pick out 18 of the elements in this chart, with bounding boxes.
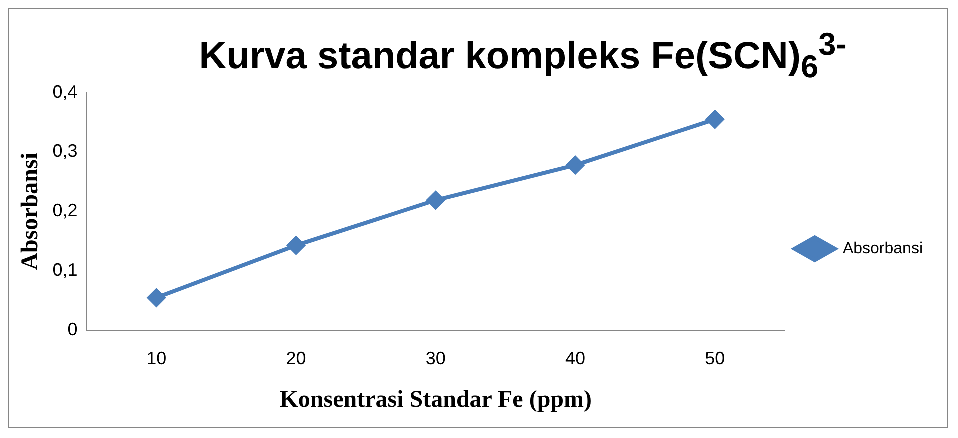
x-tick-label: 40 bbox=[566, 348, 586, 368]
point bbox=[287, 236, 306, 255]
x-tick-label: 30 bbox=[426, 348, 446, 368]
point bbox=[426, 191, 445, 210]
x-tick-label: 10 bbox=[146, 348, 167, 368]
y-tick-label: 0,3 bbox=[52, 141, 78, 162]
point bbox=[566, 156, 585, 174]
y-tick-label: 0,4 bbox=[52, 82, 78, 102]
x-tick-label: 20 bbox=[286, 348, 306, 368]
point bbox=[148, 288, 166, 307]
y-tick-label: 0,1 bbox=[52, 260, 78, 280]
x-axis-title: Konsentrasi Standar Fe (ppm) bbox=[280, 386, 592, 413]
y-axis-title: Absorbansi bbox=[18, 152, 44, 270]
point bbox=[706, 110, 724, 129]
x-tick-label: 50 bbox=[705, 348, 726, 368]
y-tick-label: 0,2 bbox=[52, 200, 78, 221]
legend-label: Absorbansi bbox=[842, 240, 923, 258]
y-tick-label: 0 bbox=[68, 320, 78, 340]
